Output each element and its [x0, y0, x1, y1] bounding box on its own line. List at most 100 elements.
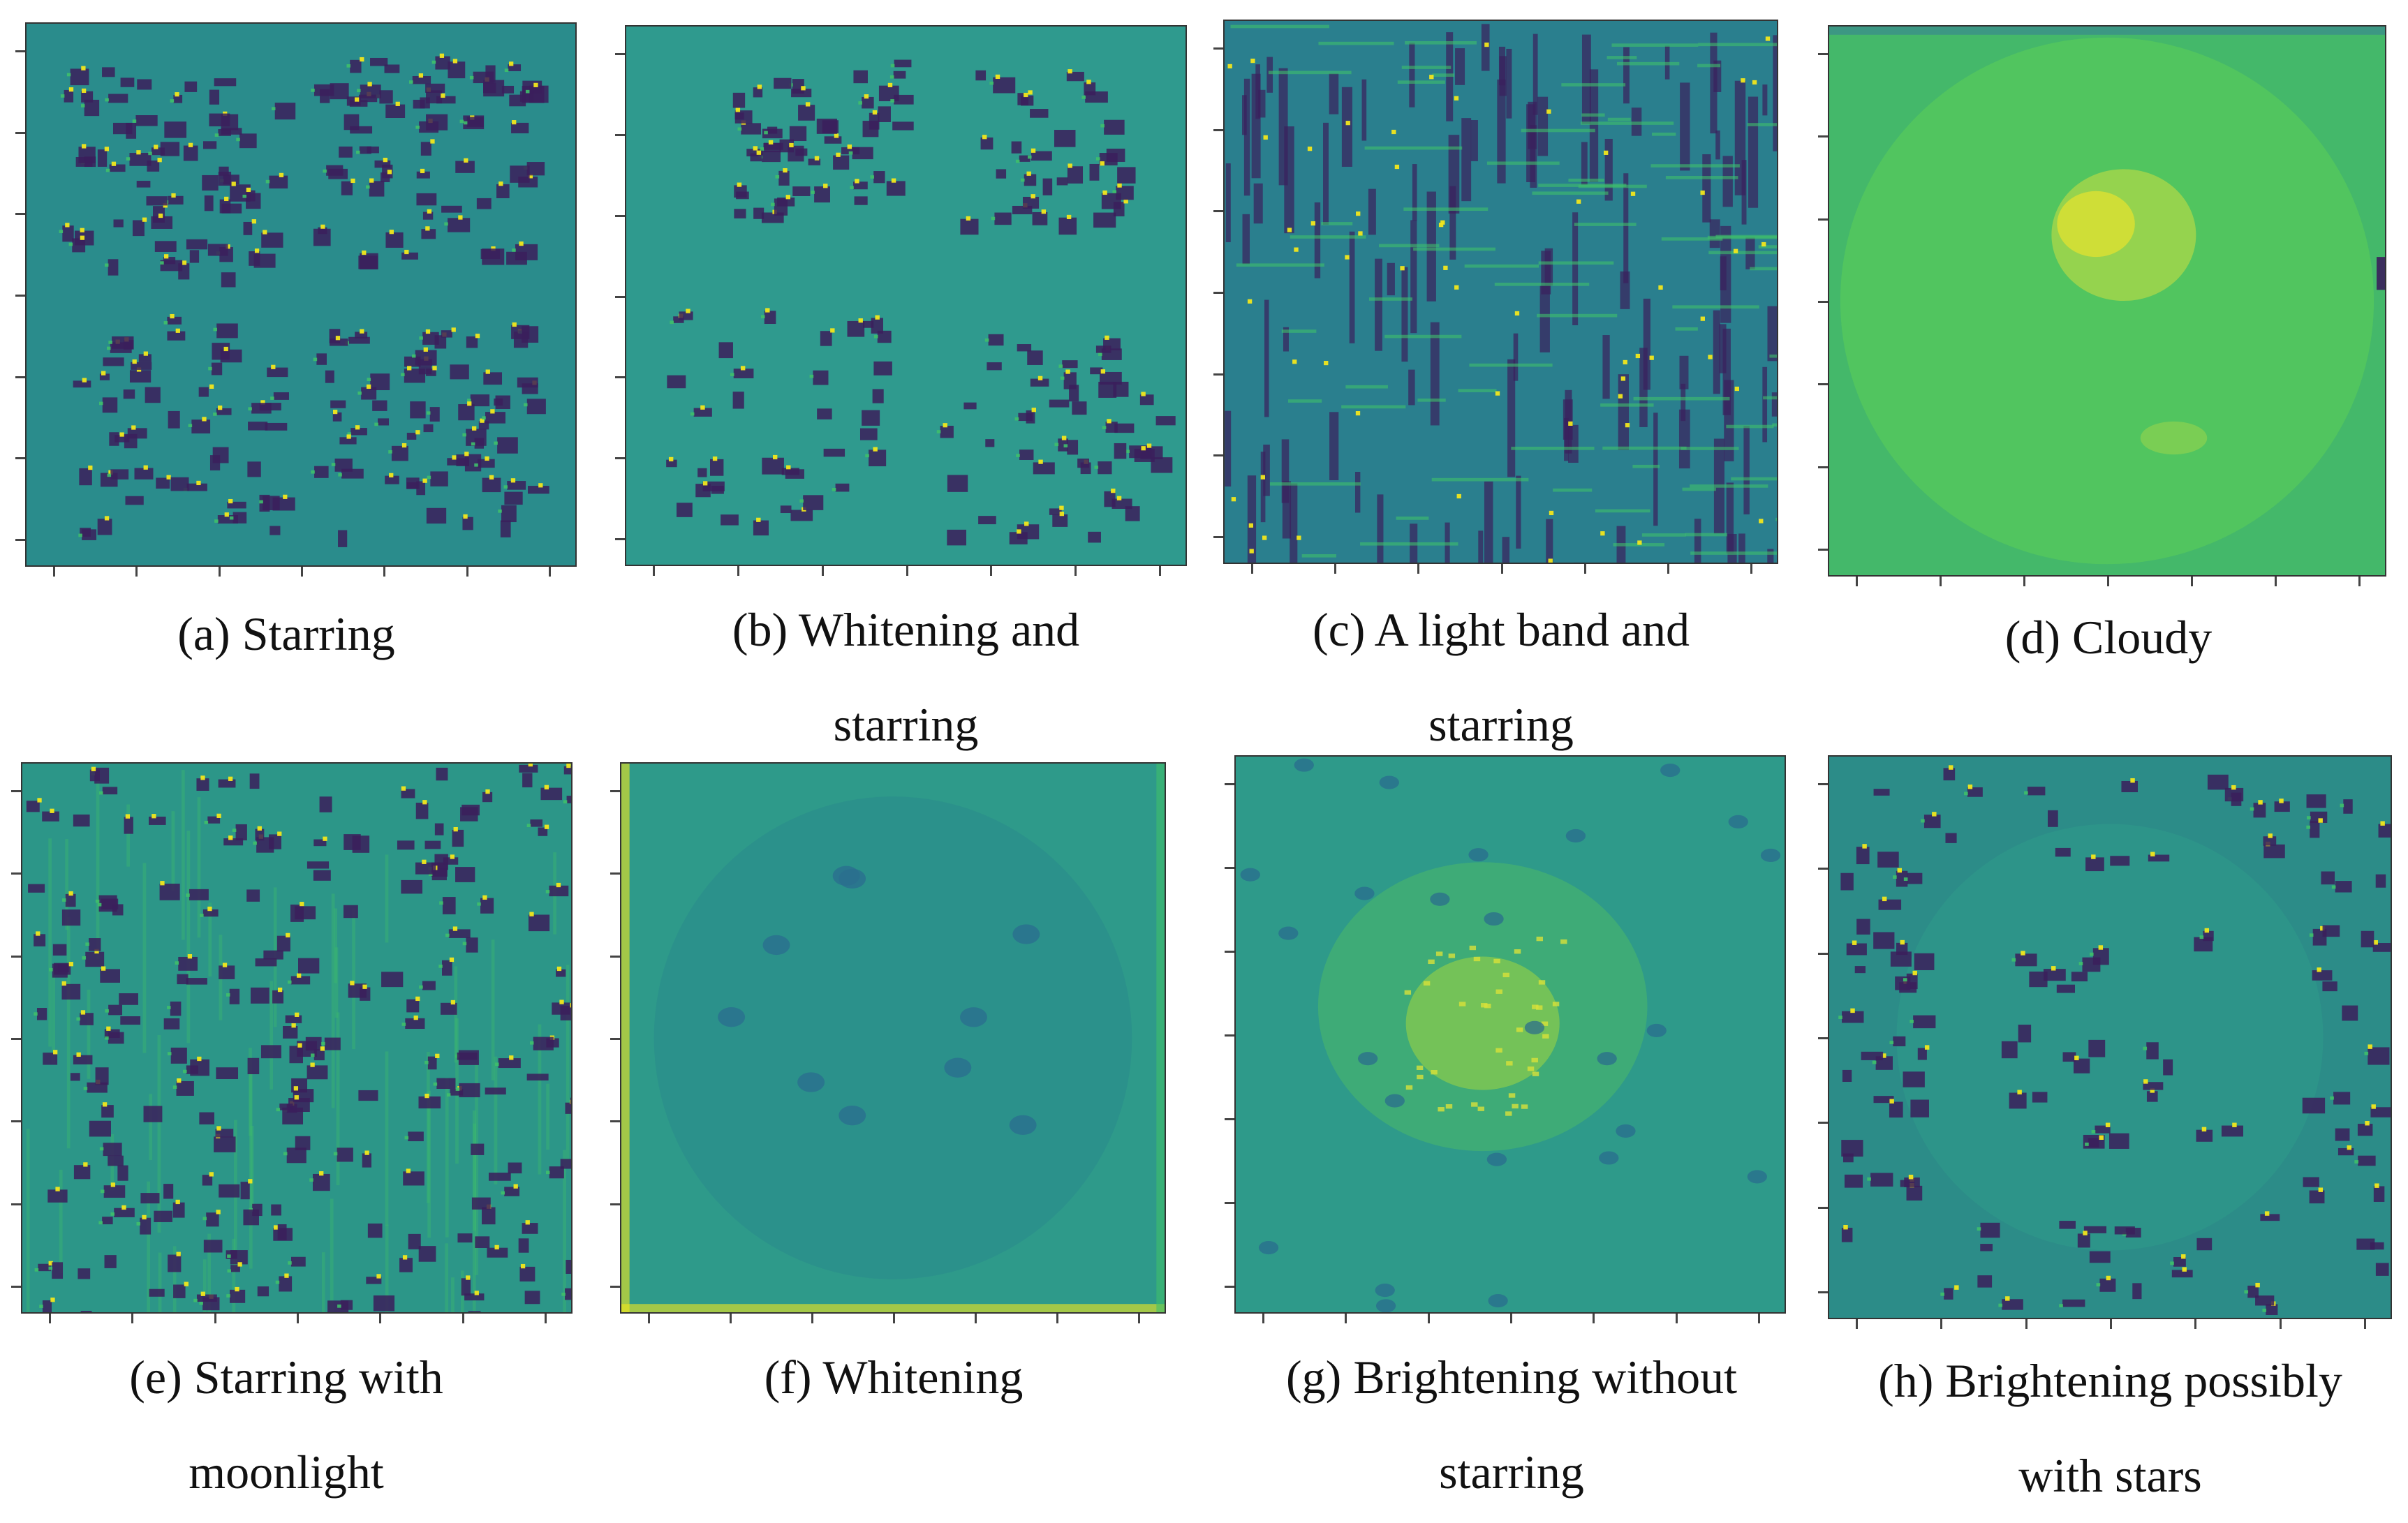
axis-tick — [1213, 129, 1223, 131]
axis-tick — [1593, 1314, 1595, 1323]
heatmap-image-f — [620, 762, 1166, 1314]
axis-tick — [822, 566, 824, 576]
axis-tick — [1074, 566, 1077, 576]
axis-tick — [1262, 1314, 1264, 1323]
caption-d: (d) Cloudy — [1822, 590, 2395, 685]
axis-tick — [2107, 577, 2109, 586]
axis-tick — [1213, 47, 1223, 50]
caption-c-line1: (c) A light band and — [1215, 582, 1787, 677]
axis-tick — [1818, 783, 1828, 785]
axis-tick — [15, 457, 25, 459]
axis-tick — [610, 1203, 620, 1205]
axis-tick — [2275, 577, 2277, 586]
caption-f-line1: (f) Whitening — [614, 1330, 1173, 1425]
axis-tick — [1818, 549, 1828, 551]
axis-tick — [1818, 1291, 1828, 1293]
axis-tick — [1584, 564, 1586, 574]
axis-tick — [615, 376, 625, 378]
axis-tick — [2358, 577, 2361, 586]
axis-tick — [15, 295, 25, 297]
caption-h-line1: (h) Brightening possibly — [1815, 1333, 2405, 1428]
axis-tick — [1818, 383, 1828, 385]
caption-g: (g) Brightening without starring — [1215, 1330, 1808, 1520]
caption-b: (b) Whitening and starring — [614, 582, 1197, 772]
axis-tick — [1676, 1314, 1678, 1323]
axis-tick — [1251, 564, 1253, 574]
axis-tick — [214, 1314, 216, 1323]
axis-tick — [615, 538, 625, 540]
axis-tick — [610, 1286, 620, 1288]
axis-tick — [1334, 564, 1336, 574]
axis-tick — [11, 1120, 21, 1122]
heatmap-image-d — [1828, 25, 2386, 577]
axis-tick — [219, 567, 221, 577]
axis-tick — [1225, 1118, 1234, 1120]
axis-tick — [15, 376, 25, 378]
axis-tick — [1818, 1207, 1828, 1209]
axis-tick — [615, 457, 625, 459]
axis-tick — [2194, 1319, 2196, 1329]
axis-tick — [1940, 1319, 1942, 1329]
axis-tick — [549, 567, 551, 577]
axis-tick — [1510, 1314, 1512, 1323]
axis-tick — [811, 1314, 813, 1323]
axis-tick — [1225, 1286, 1234, 1288]
axis-tick — [466, 567, 468, 577]
axis-tick — [1213, 210, 1223, 212]
axis-tick — [730, 1314, 732, 1323]
caption-d-line1: (d) Cloudy — [1822, 590, 2395, 685]
axis-tick — [990, 566, 992, 576]
axis-tick — [1856, 577, 1858, 586]
axis-tick — [906, 566, 908, 576]
axis-tick — [615, 134, 625, 136]
axis-tick — [297, 1314, 299, 1323]
axis-tick — [648, 1314, 650, 1323]
axis-tick — [1818, 301, 1828, 303]
axis-tick — [2280, 1319, 2282, 1329]
axis-tick — [15, 539, 25, 541]
heatmap-image-b — [625, 25, 1187, 566]
axis-tick — [610, 1120, 620, 1122]
axis-tick — [1818, 218, 1828, 221]
caption-e: (e) Starring with moonlight — [0, 1330, 573, 1520]
axis-tick — [653, 566, 655, 576]
axis-tick — [11, 1286, 21, 1288]
axis-tick — [2110, 1319, 2112, 1329]
axis-tick — [1428, 1314, 1430, 1323]
caption-h: (h) Brightening possibly with stars — [1815, 1333, 2405, 1523]
caption-f: (f) Whitening — [614, 1330, 1173, 1425]
axis-tick — [1213, 536, 1223, 538]
axis-tick — [1225, 783, 1234, 785]
axis-tick — [1940, 577, 1942, 586]
axis-tick — [615, 53, 625, 55]
axis-tick — [610, 956, 620, 958]
caption-g-line1: (g) Brightening without — [1215, 1330, 1808, 1425]
axis-tick — [1758, 1314, 1760, 1323]
axis-tick — [1225, 867, 1234, 869]
axis-tick — [610, 872, 620, 875]
caption-a-line1: (a) Starring — [0, 586, 573, 681]
axis-tick — [610, 1038, 620, 1040]
caption-h-line2: with stars — [1815, 1428, 2405, 1523]
axis-tick — [1056, 1314, 1058, 1323]
axis-tick — [1225, 1202, 1234, 1204]
axis-tick — [737, 566, 739, 576]
axis-tick — [2025, 1319, 2027, 1329]
axis-tick — [11, 1038, 21, 1040]
axis-tick — [2191, 577, 2193, 586]
axis-tick — [1818, 1037, 1828, 1039]
axis-tick — [1213, 373, 1223, 376]
axis-tick — [462, 1314, 464, 1323]
heatmap-image-c — [1223, 20, 1778, 564]
axis-tick — [1213, 292, 1223, 294]
caption-g-line2: starring — [1215, 1425, 1808, 1520]
axis-tick — [2023, 577, 2025, 586]
axis-tick — [49, 1314, 51, 1323]
axis-tick — [11, 956, 21, 958]
axis-tick — [1138, 1314, 1140, 1323]
heatmap-image-a — [25, 22, 577, 567]
axis-tick — [615, 215, 625, 217]
axis-tick — [615, 296, 625, 298]
axis-tick — [131, 1314, 133, 1323]
axis-tick — [1213, 454, 1223, 456]
